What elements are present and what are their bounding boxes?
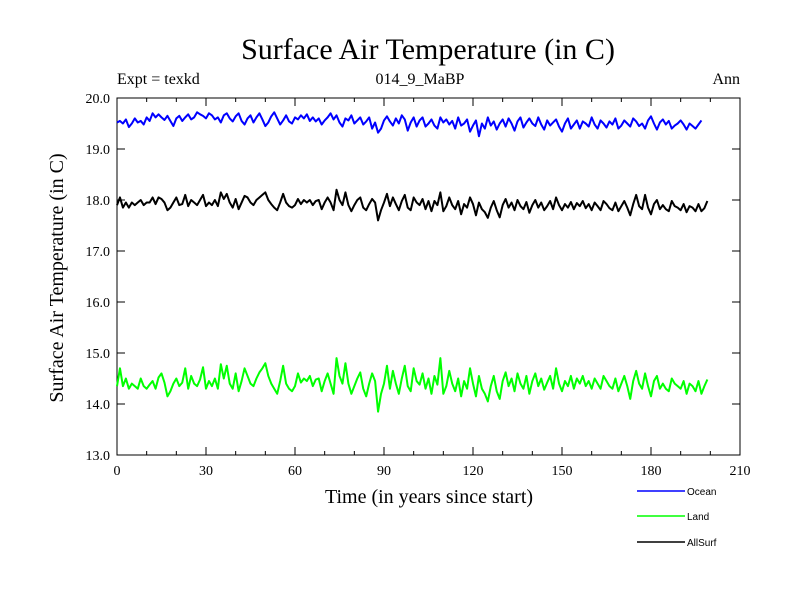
y-tick-label: 17.0 [86,245,111,260]
series-line-allsurf [116,188,709,222]
y-tick-label: 13.0 [86,449,111,464]
chart-title: Surface Air Temperature (in C) [241,33,615,66]
series-line-land [116,357,709,413]
x-tick-label: 120 [463,464,484,479]
experiment-label: Expt = texkd [117,71,200,88]
y-tick-label: 14.0 [86,398,111,413]
y-axis-ticks: 13.0 14.0 15.0 16.0 17.0 18.0 19.0 20.0 [86,92,740,464]
period-label: Ann [712,71,740,88]
series-line-ocean [116,111,703,138]
y-tick-label: 19.0 [86,143,111,158]
x-tick-label: 90 [377,464,391,479]
plot-frame [116,97,741,456]
x-tick-label: 60 [288,464,302,479]
x-axis-ticks: 0 30 60 90 120 150 180 210 [114,98,751,479]
x-tick-label: 150 [552,464,573,479]
y-tick-label: 18.0 [86,194,111,209]
x-tick-label: 30 [199,464,213,479]
legend: Ocean Land AllSurf [637,487,717,549]
legend-label-allsurf: AllSurf [687,538,717,549]
legend-label-land: Land [687,512,709,523]
plot-area [116,97,741,456]
legend-label-ocean: Ocean [687,487,716,498]
series-lines [116,111,709,413]
y-axis-label: Surface Air Temperature (in C) [46,153,68,402]
y-tick-label: 16.0 [86,296,111,311]
x-tick-label: 180 [641,464,662,479]
x-axis-label: Time (in years since start) [325,486,533,508]
chart-subtitle: 014_9_MaBP [376,71,465,88]
x-tick-label: 210 [730,464,751,479]
y-tick-label: 20.0 [86,92,111,107]
y-tick-label: 15.0 [86,347,111,362]
x-tick-label: 0 [114,464,121,479]
